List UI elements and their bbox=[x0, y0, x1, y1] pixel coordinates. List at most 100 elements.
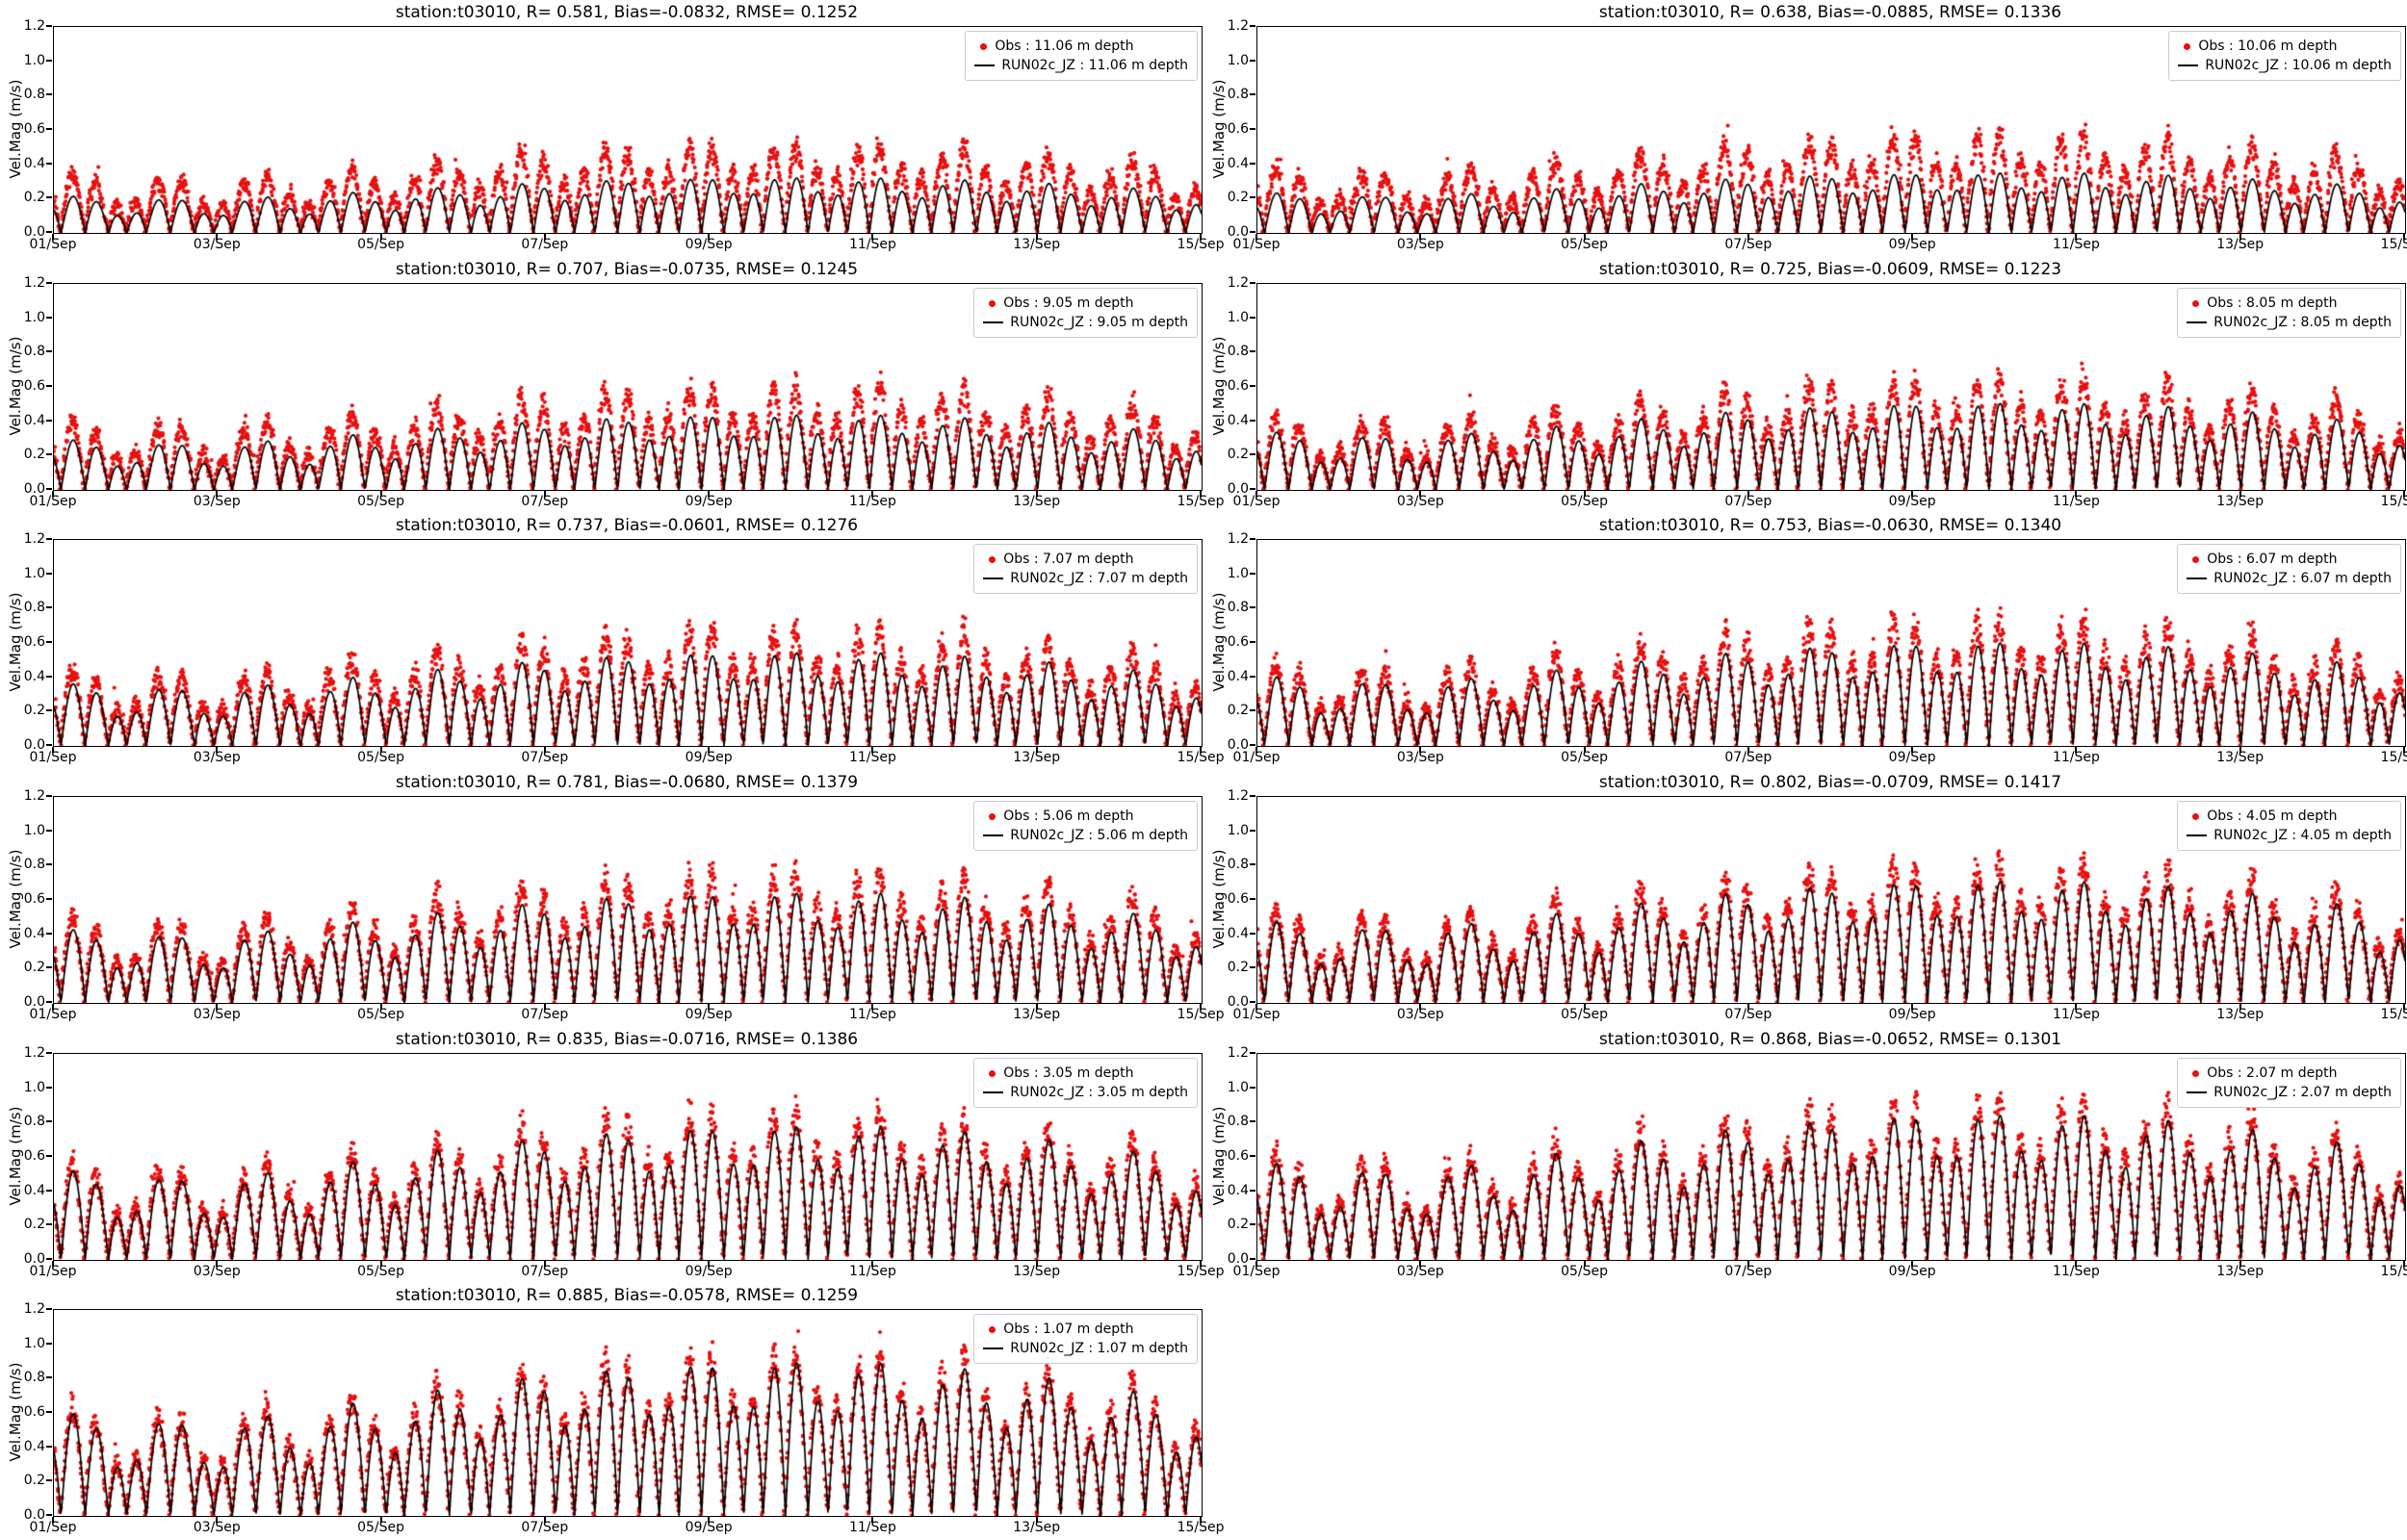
legend-row-model: RUN02c_JZ : 6.07 m depth bbox=[2187, 569, 2392, 588]
y-tick-mark bbox=[1250, 863, 1255, 866]
y-tick-label: 1.2 bbox=[1227, 788, 1249, 804]
x-tick-mark bbox=[543, 747, 546, 753]
y-tick-label: 1.0 bbox=[23, 52, 45, 68]
y-tick-label: 0.6 bbox=[23, 378, 45, 394]
y-tick-mark bbox=[46, 25, 52, 27]
x-tick-label: 03/Sep bbox=[193, 1520, 241, 1535]
x-tick-label: 13/Sep bbox=[2216, 494, 2265, 509]
legend: Obs : 8.05 m depth RUN02c_JZ : 8.05 m de… bbox=[2177, 288, 2401, 338]
y-tick-mark bbox=[1250, 350, 1255, 353]
x-tick-label: 05/Sep bbox=[1561, 750, 1609, 765]
y-tick-mark bbox=[46, 385, 52, 387]
y-tick-label: 0.6 bbox=[23, 121, 45, 137]
y-tick-mark bbox=[46, 1308, 52, 1310]
x-tick-label: 03/Sep bbox=[1396, 494, 1444, 509]
x-tick-mark bbox=[543, 1004, 546, 1010]
y-tick-mark bbox=[46, 572, 52, 575]
legend-obs-label: Obs : 3.05 m depth bbox=[1003, 1065, 1134, 1081]
y-tick-mark bbox=[1250, 282, 1255, 284]
y-tick-label: 0.4 bbox=[23, 1438, 45, 1454]
y-tick-mark bbox=[1250, 709, 1255, 712]
x-tick-mark bbox=[871, 1517, 874, 1523]
model-line-icon bbox=[983, 321, 1004, 323]
y-tick-mark bbox=[46, 488, 52, 490]
x-tick-mark bbox=[1911, 234, 1914, 240]
legend: Obs : 4.05 m depth RUN02c_JZ : 4.05 m de… bbox=[2177, 801, 2401, 851]
legend-model-label: RUN02c_JZ : 2.07 m depth bbox=[2213, 1085, 2392, 1100]
y-tick-label: 1.2 bbox=[23, 18, 45, 34]
y-tick-mark bbox=[46, 829, 52, 832]
x-tick-mark bbox=[871, 747, 874, 753]
y-tick-mark bbox=[46, 1411, 52, 1413]
subplot-title: station:t03010, R= 0.638, Bias=-0.0885, … bbox=[1598, 3, 2062, 22]
x-tick-label: 07/Sep bbox=[521, 494, 569, 509]
x-tick-label: 09/Sep bbox=[1888, 237, 1936, 252]
y-tick-mark bbox=[1250, 488, 1255, 490]
x-tick-mark bbox=[1419, 491, 1422, 497]
y-tick-label: 1.0 bbox=[23, 565, 45, 581]
y-tick-mark bbox=[46, 1223, 52, 1226]
legend-row-obs: Obs : 10.06 m depth bbox=[2178, 37, 2392, 56]
x-tick-label: 07/Sep bbox=[521, 750, 569, 765]
x-tick-label: 13/Sep bbox=[1013, 750, 1061, 765]
x-tick-mark bbox=[1747, 1004, 1749, 1010]
y-tick-label: 0.0 bbox=[23, 481, 45, 497]
x-tick-mark bbox=[2403, 234, 2405, 240]
plot-area: Obs : 9.05 m depth RUN02c_JZ : 9.05 m de… bbox=[53, 283, 1203, 491]
plot-area: Obs : 10.06 m depth RUN02c_JZ : 10.06 m … bbox=[1256, 26, 2406, 234]
x-tick-mark bbox=[1583, 491, 1586, 497]
plot-area: Obs : 8.05 m depth RUN02c_JZ : 8.05 m de… bbox=[1256, 283, 2406, 491]
x-tick-mark bbox=[1747, 234, 1749, 240]
y-tick-mark bbox=[1250, 966, 1255, 969]
x-tick-label: 07/Sep bbox=[521, 1520, 569, 1535]
y-tick-label: 0.0 bbox=[1227, 994, 1249, 1010]
legend-row-obs: Obs : 11.06 m depth bbox=[974, 37, 1188, 56]
x-tick-label: 05/Sep bbox=[1561, 494, 1609, 509]
legend-model-label: RUN02c_JZ : 3.05 m depth bbox=[1010, 1085, 1188, 1100]
y-tick-label: 1.0 bbox=[1227, 565, 1249, 581]
x-tick-mark bbox=[1911, 1261, 1914, 1267]
legend-row-obs: Obs : 3.05 m depth bbox=[983, 1064, 1188, 1083]
y-tick-label: 0.8 bbox=[1227, 1114, 1249, 1130]
y-tick-mark bbox=[1250, 1189, 1255, 1192]
y-tick-mark bbox=[46, 1120, 52, 1123]
x-tick-label: 11/Sep bbox=[848, 1264, 896, 1279]
y-tick-mark bbox=[1250, 231, 1255, 233]
y-tick-label: 0.2 bbox=[1227, 190, 1249, 206]
x-tick-label: 09/Sep bbox=[685, 750, 733, 765]
y-tick-label: 0.6 bbox=[23, 634, 45, 650]
x-tick-label: 03/Sep bbox=[1396, 237, 1444, 252]
y-tick-label: 0.4 bbox=[23, 155, 45, 171]
x-tick-mark bbox=[1035, 491, 1038, 497]
plot-area: Obs : 11.06 m depth RUN02c_JZ : 11.06 m … bbox=[53, 26, 1203, 234]
y-tick-mark bbox=[1250, 128, 1255, 130]
y-tick-mark bbox=[1250, 744, 1255, 746]
x-tick-label: 15/Sep bbox=[1177, 1007, 1225, 1022]
x-tick-mark bbox=[216, 1261, 219, 1267]
y-tick-mark bbox=[1250, 898, 1255, 900]
x-tick-mark bbox=[2239, 491, 2241, 497]
y-tick-mark bbox=[46, 1052, 52, 1054]
x-tick-mark bbox=[1255, 491, 1257, 497]
x-tick-label: 01/Sep bbox=[29, 750, 77, 765]
obs-marker-icon bbox=[989, 1325, 996, 1333]
y-tick-label: 0.0 bbox=[23, 994, 45, 1010]
y-tick-label: 1.0 bbox=[23, 309, 45, 325]
x-tick-label: 13/Sep bbox=[1013, 1264, 1061, 1279]
y-tick-mark bbox=[46, 1479, 52, 1482]
y-tick-label: 0.4 bbox=[1227, 668, 1249, 684]
legend-model-label: RUN02c_JZ : 9.05 m depth bbox=[1010, 315, 1188, 330]
y-tick-mark bbox=[1250, 419, 1255, 422]
y-tick-mark bbox=[46, 453, 52, 456]
y-tick-mark bbox=[1250, 25, 1255, 27]
x-tick-label: 15/Sep bbox=[2380, 1007, 2407, 1022]
y-tick-label: 0.6 bbox=[1227, 891, 1249, 907]
subplot-title: station:t03010, R= 0.835, Bias=-0.0716, … bbox=[395, 1030, 859, 1049]
y-tick-mark bbox=[1250, 59, 1255, 62]
x-tick-label: 09/Sep bbox=[1888, 1007, 1936, 1022]
x-tick-label: 05/Sep bbox=[1561, 1264, 1609, 1279]
model-line-icon bbox=[983, 1348, 1004, 1349]
obs-marker-icon bbox=[989, 299, 996, 307]
legend-row-model: RUN02c_JZ : 8.05 m depth bbox=[2187, 313, 2392, 332]
y-tick-label: 0.4 bbox=[23, 412, 45, 428]
